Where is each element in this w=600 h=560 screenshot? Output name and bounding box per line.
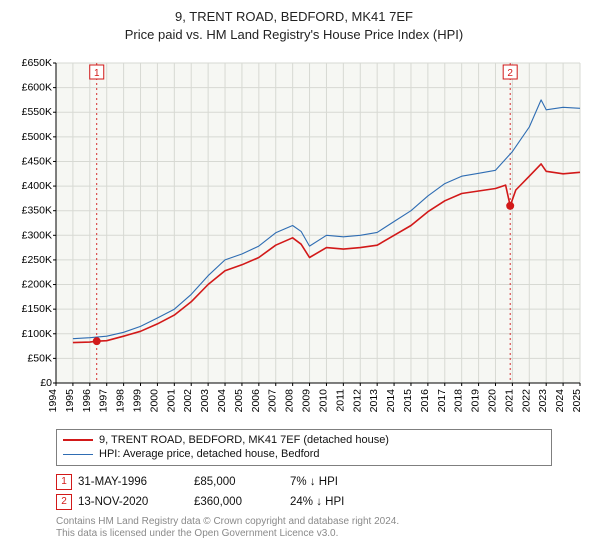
svg-text:2000: 2000 bbox=[148, 389, 160, 413]
legend-row: 9, TRENT ROAD, BEDFORD, MK41 7EF (detach… bbox=[63, 433, 545, 447]
svg-text:2020: 2020 bbox=[486, 389, 498, 413]
svg-text:2014: 2014 bbox=[385, 389, 397, 413]
svg-text:£50K: £50K bbox=[27, 352, 52, 364]
sale-row: 2 13-NOV-2020 £360,000 24% ↓ HPI bbox=[56, 492, 552, 512]
svg-text:2024: 2024 bbox=[554, 389, 566, 413]
svg-text:£350K: £350K bbox=[22, 205, 52, 217]
sales-table: 1 31-MAY-1996 £85,000 7% ↓ HPI 2 13-NOV-… bbox=[56, 472, 552, 512]
svg-text:2016: 2016 bbox=[419, 389, 431, 413]
sale-date: 31-MAY-1996 bbox=[78, 476, 188, 488]
legend-swatch-red bbox=[63, 439, 93, 441]
svg-text:2002: 2002 bbox=[182, 389, 194, 413]
svg-text:£300K: £300K bbox=[22, 229, 52, 241]
svg-text:2003: 2003 bbox=[199, 389, 211, 413]
svg-text:£150K: £150K bbox=[22, 303, 52, 315]
svg-text:2023: 2023 bbox=[537, 389, 549, 413]
svg-text:2010: 2010 bbox=[317, 389, 329, 413]
legend-row: HPI: Average price, detached house, Bedf… bbox=[63, 447, 545, 461]
svg-text:1994: 1994 bbox=[47, 389, 59, 413]
svg-text:2025: 2025 bbox=[571, 389, 583, 413]
credit-text: Contains HM Land Registry data © Crown c… bbox=[56, 516, 552, 541]
credit-line: Contains HM Land Registry data © Crown c… bbox=[56, 516, 552, 529]
svg-text:2005: 2005 bbox=[233, 389, 245, 413]
svg-text:2009: 2009 bbox=[301, 389, 313, 413]
svg-text:2: 2 bbox=[507, 68, 513, 79]
svg-text:2006: 2006 bbox=[250, 389, 262, 413]
sale-price: £360,000 bbox=[194, 496, 284, 508]
svg-text:£200K: £200K bbox=[22, 279, 52, 291]
sale-row: 1 31-MAY-1996 £85,000 7% ↓ HPI bbox=[56, 472, 552, 492]
svg-text:2007: 2007 bbox=[267, 389, 279, 413]
sale-marker-icon: 2 bbox=[56, 494, 72, 510]
title-line-2: Price paid vs. HM Land Registry's House … bbox=[8, 26, 580, 44]
svg-text:2022: 2022 bbox=[520, 389, 532, 413]
svg-text:1996: 1996 bbox=[81, 389, 93, 413]
title-line-1: 9, TRENT ROAD, BEDFORD, MK41 7EF bbox=[8, 8, 580, 26]
svg-text:2011: 2011 bbox=[334, 389, 346, 412]
credit-line: This data is licensed under the Open Gov… bbox=[56, 528, 552, 541]
legend-label: HPI: Average price, detached house, Bedf… bbox=[99, 447, 320, 461]
svg-text:2019: 2019 bbox=[470, 389, 482, 413]
sale-pct: 7% ↓ HPI bbox=[290, 476, 380, 488]
svg-text:1997: 1997 bbox=[98, 389, 110, 413]
legend-label: 9, TRENT ROAD, BEDFORD, MK41 7EF (detach… bbox=[99, 433, 389, 447]
svg-text:2018: 2018 bbox=[453, 389, 465, 413]
svg-text:£450K: £450K bbox=[22, 156, 52, 168]
svg-text:2012: 2012 bbox=[351, 389, 363, 413]
svg-text:1998: 1998 bbox=[115, 389, 127, 413]
svg-text:1999: 1999 bbox=[132, 389, 144, 413]
sale-pct: 24% ↓ HPI bbox=[290, 496, 380, 508]
svg-text:2015: 2015 bbox=[402, 389, 414, 413]
svg-text:2021: 2021 bbox=[503, 389, 515, 413]
svg-text:2017: 2017 bbox=[436, 389, 448, 413]
svg-text:£650K: £650K bbox=[22, 57, 52, 69]
svg-text:£550K: £550K bbox=[22, 106, 52, 118]
svg-text:1: 1 bbox=[94, 68, 100, 79]
svg-text:£600K: £600K bbox=[22, 82, 52, 94]
svg-text:2008: 2008 bbox=[284, 389, 296, 413]
svg-text:£500K: £500K bbox=[22, 131, 52, 143]
svg-text:2013: 2013 bbox=[368, 389, 380, 413]
svg-text:£0: £0 bbox=[40, 377, 52, 389]
sale-date: 13-NOV-2020 bbox=[78, 496, 188, 508]
sale-marker-icon: 1 bbox=[56, 474, 72, 490]
legend-swatch-blue bbox=[63, 454, 93, 455]
svg-text:2004: 2004 bbox=[216, 389, 228, 413]
price-chart: £0 £50K £100K £150K £200K £250K £300K £350K £400… bbox=[8, 43, 580, 425]
svg-text:1995: 1995 bbox=[64, 389, 76, 413]
svg-text:2001: 2001 bbox=[165, 389, 177, 413]
svg-text:£100K: £100K bbox=[22, 328, 52, 340]
sale-price: £85,000 bbox=[194, 476, 284, 488]
svg-text:£250K: £250K bbox=[22, 254, 52, 266]
svg-text:£400K: £400K bbox=[22, 180, 52, 192]
legend: 9, TRENT ROAD, BEDFORD, MK41 7EF (detach… bbox=[56, 429, 552, 466]
